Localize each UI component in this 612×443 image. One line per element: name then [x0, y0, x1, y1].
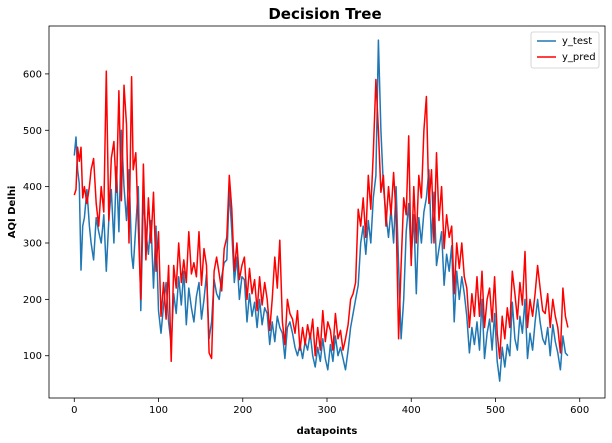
x-tick-label: 0 [71, 405, 77, 416]
legend-label-y-pred: y_pred [562, 52, 596, 63]
y-tick-label: 100 [23, 351, 42, 362]
legend: y_test y_pred [530, 31, 600, 69]
x-axis-title: datapoints [297, 426, 358, 437]
x-tick-label: 500 [486, 405, 505, 416]
series-layer [73, 39, 569, 382]
x-tick-label: 300 [317, 405, 336, 416]
legend-label-y-test: y_test [562, 36, 592, 47]
series-line-y-pred [73, 70, 569, 363]
x-tick-label: 200 [233, 405, 252, 416]
x-tick-label: 100 [149, 405, 168, 416]
y-tick-label: 200 [23, 295, 42, 306]
y-axis: 100 200 300 400 500 600 [23, 69, 49, 362]
y-tick-label: 300 [23, 239, 42, 250]
x-axis: 0 100 200 300 400 500 600 [71, 398, 589, 416]
y-tick-label: 400 [23, 182, 42, 193]
x-tick-label: 600 [570, 405, 589, 416]
y-tick-label: 500 [23, 126, 42, 137]
x-tick-label: 400 [402, 405, 421, 416]
y-tick-label: 600 [23, 69, 42, 80]
chart-title: Decision Tree [268, 5, 381, 23]
y-axis-title: AQI Delhi [7, 186, 18, 239]
series-line-y-test [73, 39, 569, 382]
